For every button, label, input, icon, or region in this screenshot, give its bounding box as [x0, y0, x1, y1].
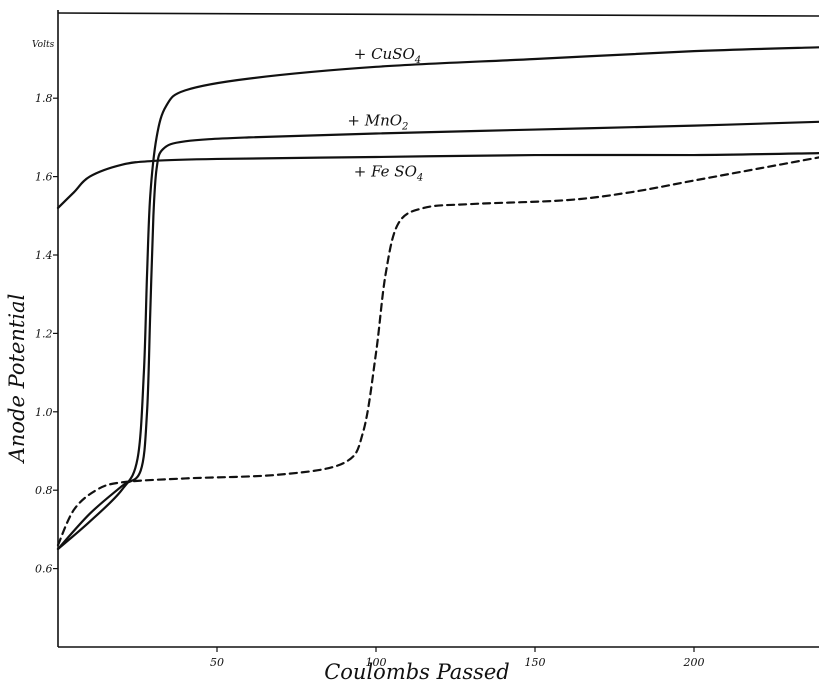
y-axis-ticks: 0.6 0.8 1.0 1.2 1.4 1.6 1.8 [35, 92, 58, 576]
x-tick-label: 150 [525, 656, 546, 669]
series-label: + MnO2 [347, 112, 408, 133]
plot-frame [57, 10, 819, 648]
y-tick-label: 0.6 [35, 563, 53, 576]
series-lines [56, 46, 819, 551]
x-axis-title: Coulombs Passed [324, 660, 510, 684]
x-axis-ticks: 50 100 150 200 [210, 647, 705, 669]
series-line-2 [56, 120, 819, 551]
y-tick-label: 0.8 [35, 484, 53, 497]
series-line-dashed [56, 156, 819, 547]
x-tick-label: 50 [210, 656, 224, 669]
y-tick-label: 1.8 [35, 92, 53, 105]
series-label: + CuSO4 [354, 45, 421, 66]
y-unit-label: Volts [32, 40, 55, 50]
top-border-line [57, 12, 819, 17]
y-tick-label: 1.2 [35, 327, 53, 340]
series-label: + Fe SO4 [354, 163, 424, 184]
series-line-3 [56, 152, 819, 210]
x-tick-label: 200 [683, 656, 705, 669]
y-axis-title: Anode Potential [5, 294, 29, 465]
series-labels: + CuSO4 + MnO2 + Fe SO4 [347, 45, 423, 184]
series-line-1 [56, 46, 819, 551]
y-tick-label: 1.0 [35, 406, 53, 419]
x-tick-label: 100 [366, 656, 387, 669]
y-tick-label: 1.4 [35, 249, 53, 262]
y-tick-label: 1.6 [35, 171, 53, 184]
